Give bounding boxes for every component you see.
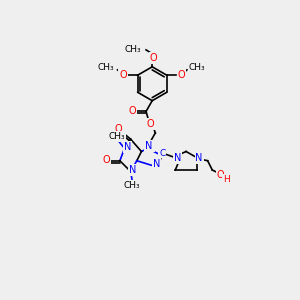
Text: N: N bbox=[129, 165, 137, 175]
Text: CH₃: CH₃ bbox=[98, 63, 114, 72]
Text: O: O bbox=[178, 70, 185, 80]
Text: CH₃: CH₃ bbox=[125, 45, 141, 54]
Text: O: O bbox=[147, 119, 154, 129]
Text: O: O bbox=[217, 169, 225, 180]
Text: CH₃: CH₃ bbox=[124, 181, 140, 190]
Text: O: O bbox=[102, 155, 110, 165]
Text: N: N bbox=[146, 141, 153, 151]
Text: O: O bbox=[150, 52, 158, 63]
Text: CH₃: CH₃ bbox=[188, 63, 205, 72]
Text: CH₃: CH₃ bbox=[109, 132, 125, 141]
Text: C: C bbox=[159, 148, 165, 158]
Text: N: N bbox=[153, 159, 160, 169]
Text: N: N bbox=[196, 153, 203, 163]
Text: O: O bbox=[115, 124, 122, 134]
Text: N: N bbox=[174, 153, 181, 163]
Text: N: N bbox=[124, 142, 131, 152]
Text: O: O bbox=[128, 106, 136, 116]
Text: N: N bbox=[146, 141, 154, 151]
Text: O: O bbox=[119, 70, 127, 80]
Text: H: H bbox=[223, 175, 230, 184]
